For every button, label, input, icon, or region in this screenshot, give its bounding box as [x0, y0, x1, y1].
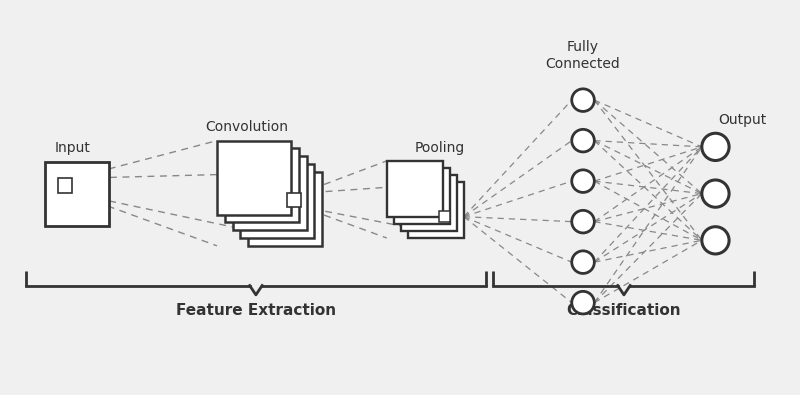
Bar — [386, 161, 443, 217]
Bar — [248, 172, 322, 246]
Bar — [401, 175, 457, 231]
Text: Convolution: Convolution — [205, 120, 288, 134]
Bar — [45, 162, 109, 226]
Text: Classification: Classification — [566, 303, 682, 318]
Text: Output: Output — [718, 113, 767, 128]
Circle shape — [572, 251, 594, 273]
Bar — [58, 179, 73, 193]
Text: Feature Extraction: Feature Extraction — [176, 303, 336, 318]
Circle shape — [572, 89, 594, 111]
Bar — [225, 149, 298, 222]
Bar — [240, 164, 314, 238]
Circle shape — [572, 170, 594, 192]
Text: Fully
Connected: Fully Connected — [546, 40, 621, 71]
Bar — [287, 193, 301, 207]
Bar — [394, 168, 450, 224]
Circle shape — [572, 211, 594, 233]
Bar — [217, 141, 291, 214]
Circle shape — [702, 227, 729, 254]
Text: Pooling: Pooling — [414, 141, 465, 155]
Bar — [233, 156, 306, 230]
Circle shape — [572, 292, 594, 314]
Circle shape — [702, 133, 729, 160]
Circle shape — [702, 180, 729, 207]
Circle shape — [572, 129, 594, 152]
Text: Input: Input — [55, 141, 91, 156]
Bar — [408, 182, 464, 238]
Bar — [438, 211, 450, 222]
